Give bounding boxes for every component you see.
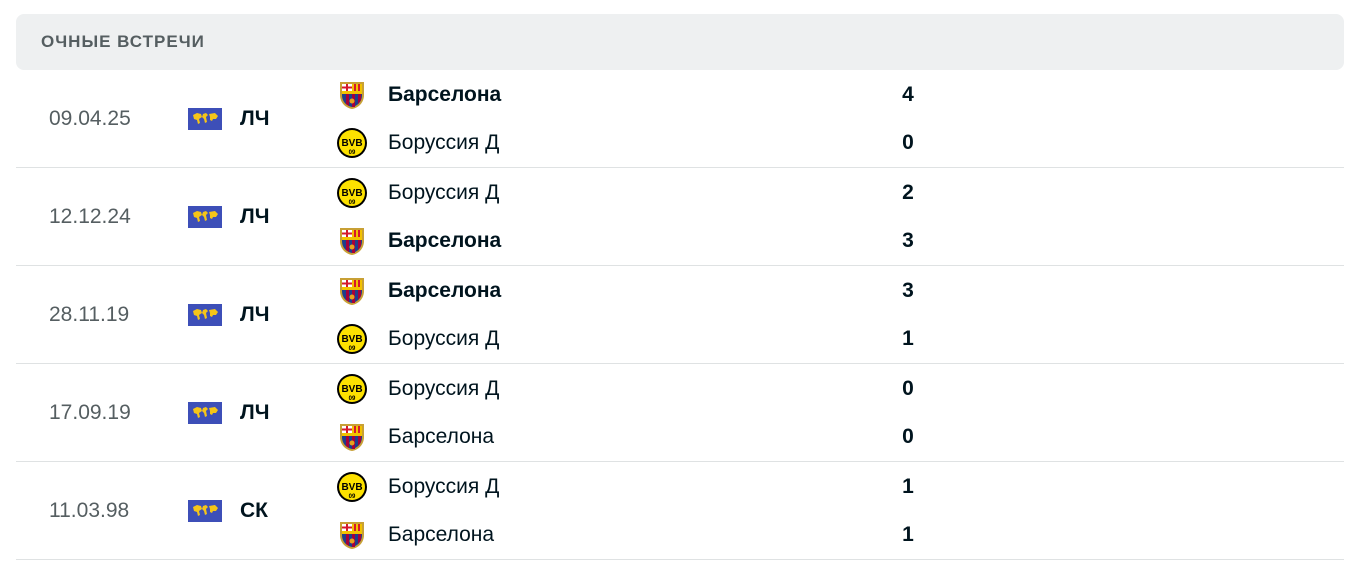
away-team: BVB 09 Боруссия Д [336, 119, 499, 167]
home-score: 1 [902, 475, 914, 498]
match-date: 17.09.19 [49, 400, 131, 424]
world-flag-icon [188, 206, 222, 228]
competition-label: СК [240, 498, 268, 522]
world-flag-icon [188, 402, 222, 424]
svg-text:BVB: BVB [341, 384, 362, 395]
svg-text:09: 09 [349, 494, 356, 500]
svg-text:09: 09 [349, 200, 356, 206]
world-flag-icon [188, 304, 222, 326]
bvb-crest-icon: BVB 09 [336, 471, 368, 503]
barcelona-crest-icon [336, 79, 368, 111]
match-row[interactable]: 17.09.19 ЛЧ BVB 09 Боруссия Д Барселона 0 … [16, 364, 1344, 462]
home-team-name: Барселона [388, 279, 502, 302]
away-team: Барселона [336, 217, 501, 265]
home-score: 2 [902, 181, 914, 204]
competition-label: ЛЧ [240, 106, 270, 130]
section-title: ОЧНЫЕ ВСТРЕЧИ [41, 32, 205, 51]
away-score: 0 [902, 425, 914, 448]
competition-label: ЛЧ [240, 302, 270, 326]
bvb-crest-icon: BVB 09 [336, 323, 368, 355]
away-team: BVB 09 Боруссия Д [336, 315, 499, 363]
home-team-name: Боруссия Д [388, 377, 500, 400]
home-score: 4 [902, 83, 914, 106]
match-date: 11.03.98 [49, 498, 130, 522]
match-row[interactable]: 09.04.25 ЛЧ Барселона BVB 09 Боруссия Д 4 … [16, 70, 1344, 168]
home-score: 3 [902, 279, 914, 302]
home-team: BVB 09 Боруссия Д [336, 365, 499, 413]
home-team-name: Барселона [388, 83, 502, 106]
barcelona-crest-icon [336, 275, 368, 307]
barcelona-crest-icon [336, 421, 368, 453]
away-team: Барселона [336, 413, 494, 461]
match-row[interactable]: 11.03.98 СК BVB 09 Боруссия Д Барселона 1 … [16, 462, 1344, 560]
match-row[interactable]: 28.11.19 ЛЧ Барселона BVB 09 Боруссия Д 3 … [16, 266, 1344, 364]
home-team: Барселона [336, 267, 501, 315]
svg-text:09: 09 [349, 150, 356, 156]
away-score: 3 [902, 229, 914, 252]
away-team-name: Боруссия Д [388, 327, 500, 350]
away-team-name: Барселона [388, 425, 495, 448]
svg-text:09: 09 [349, 346, 356, 352]
svg-text:BVB: BVB [341, 482, 362, 493]
barcelona-crest-icon [336, 519, 368, 551]
home-team-name: Боруссия Д [388, 181, 500, 204]
away-team-name: Боруссия Д [388, 131, 500, 154]
away-team-name: Барселона [388, 229, 502, 252]
match-date: 12.12.24 [49, 204, 131, 228]
home-team: BVB 09 Боруссия Д [336, 463, 499, 511]
away-team: Барселона [336, 511, 494, 559]
svg-text:09: 09 [349, 396, 356, 402]
h2h-section: ОЧНЫЕ ВСТРЕЧИ 09.04.25 ЛЧ Барселона BVB 0… [16, 14, 1344, 560]
bvb-crest-icon: BVB 09 [336, 127, 368, 159]
competition-label: ЛЧ [240, 204, 270, 228]
home-team-name: Боруссия Д [388, 475, 500, 498]
competition-label: ЛЧ [240, 400, 270, 424]
match-date: 28.11.19 [49, 302, 130, 326]
section-header: ОЧНЫЕ ВСТРЕЧИ [16, 14, 1344, 70]
bvb-crest-icon: BVB 09 [336, 177, 368, 209]
away-score: 1 [902, 523, 914, 546]
world-flag-icon [188, 108, 222, 130]
svg-text:BVB: BVB [341, 188, 362, 199]
world-flag-icon [188, 500, 222, 522]
match-date: 09.04.25 [49, 106, 131, 130]
svg-text:BVB: BVB [341, 138, 362, 149]
away-score: 1 [902, 327, 914, 350]
away-team-name: Барселона [388, 523, 495, 546]
match-row[interactable]: 12.12.24 ЛЧ BVB 09 Боруссия Д Барселона 2 … [16, 168, 1344, 266]
barcelona-crest-icon [336, 225, 368, 257]
away-score: 0 [902, 131, 914, 154]
svg-text:BVB: BVB [341, 334, 362, 345]
home-team: BVB 09 Боруссия Д [336, 169, 499, 217]
home-score: 0 [902, 377, 914, 400]
home-team: Барселона [336, 71, 501, 119]
bvb-crest-icon: BVB 09 [336, 373, 368, 405]
